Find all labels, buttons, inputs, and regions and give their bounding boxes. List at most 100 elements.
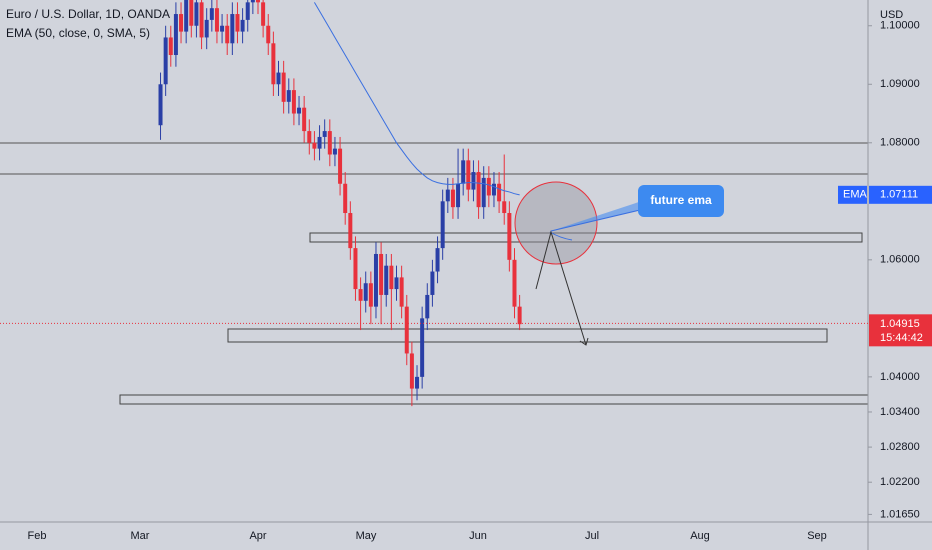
candle-body bbox=[199, 2, 204, 38]
candle-body bbox=[512, 259, 517, 307]
candle-body bbox=[450, 189, 455, 208]
candle-body bbox=[348, 213, 353, 249]
candle-body bbox=[322, 131, 327, 137]
y-tick-label: 1.01650 bbox=[880, 508, 920, 520]
y-tick-label: 1.09000 bbox=[880, 78, 920, 90]
x-tick-label: Apr bbox=[249, 530, 266, 542]
candle-body bbox=[425, 294, 430, 319]
candle-body bbox=[307, 131, 312, 143]
candle-body bbox=[240, 19, 245, 32]
candle-body bbox=[373, 253, 378, 307]
callout bbox=[638, 185, 724, 217]
candle-body bbox=[353, 248, 358, 290]
candle-body bbox=[214, 8, 219, 32]
indicator-legend: EMA (50, close, 0, SMA, 5) bbox=[6, 26, 150, 40]
y-tick-label: 1.06000 bbox=[880, 254, 920, 266]
callout-text: future ema bbox=[650, 193, 712, 207]
x-tick-label: Aug bbox=[690, 530, 710, 542]
candle-body bbox=[363, 283, 368, 301]
annotations: future ema bbox=[514, 181, 724, 346]
candle-body bbox=[168, 37, 173, 56]
arrow bbox=[535, 230, 587, 346]
candle-body bbox=[225, 25, 230, 44]
candle-body bbox=[384, 265, 389, 295]
candle-body bbox=[163, 37, 168, 85]
candle-body bbox=[317, 136, 322, 149]
symbol-title: Euro / U.S. Dollar, 1D, OANDA bbox=[6, 7, 170, 21]
candle-body bbox=[420, 318, 425, 377]
candle-body bbox=[409, 353, 414, 389]
candle-body bbox=[435, 248, 440, 272]
ema-badge-label: EMA bbox=[843, 189, 868, 201]
y-tick-label: 1.08000 bbox=[880, 137, 920, 149]
candle-body bbox=[261, 2, 266, 26]
candle-body bbox=[476, 172, 481, 208]
candle-body bbox=[517, 306, 522, 325]
currency: USD bbox=[880, 9, 903, 21]
candle-body bbox=[445, 189, 450, 202]
candle-body bbox=[271, 43, 276, 85]
candle-body bbox=[368, 283, 373, 307]
plot-area bbox=[0, 0, 868, 407]
zone-rect bbox=[309, 232, 863, 243]
candle-body bbox=[250, 0, 255, 3]
candle-body bbox=[404, 306, 409, 354]
arrowhead bbox=[579, 337, 589, 346]
zone-rect bbox=[227, 328, 828, 343]
candle-body bbox=[502, 201, 507, 214]
candle-body bbox=[209, 8, 214, 20]
candle-body bbox=[466, 160, 471, 190]
candle-body bbox=[291, 90, 296, 114]
candle-body bbox=[343, 183, 348, 214]
candle-body bbox=[158, 84, 163, 126]
candle-body bbox=[184, 0, 189, 32]
candle-body bbox=[471, 172, 476, 190]
candle-body bbox=[481, 177, 486, 208]
candle-body bbox=[266, 25, 271, 44]
candle-body bbox=[297, 107, 302, 114]
y-tick-label: 1.02200 bbox=[880, 476, 920, 488]
candle-body bbox=[497, 183, 502, 202]
x-tick-label: Feb bbox=[28, 530, 47, 542]
candle-body bbox=[255, 0, 260, 3]
candle-body bbox=[189, 0, 194, 26]
last-price-badge bbox=[869, 314, 932, 347]
y-tick-label: 1.02800 bbox=[880, 441, 920, 453]
x-tick-label: May bbox=[356, 530, 377, 542]
candle-body bbox=[440, 201, 445, 249]
candle-body bbox=[312, 142, 317, 149]
last-price-label: 1.04915 bbox=[880, 318, 920, 330]
highlight-circle bbox=[514, 181, 598, 265]
candle-body bbox=[491, 183, 496, 196]
candle-body bbox=[389, 265, 394, 290]
candle-body bbox=[379, 253, 384, 295]
x-tick-label: Sep bbox=[807, 530, 827, 542]
candle-body bbox=[430, 271, 435, 295]
x-tick-label: Jun bbox=[469, 530, 487, 542]
candle-body bbox=[281, 72, 286, 102]
y-tick-label: 1.10000 bbox=[880, 20, 920, 32]
candle-body bbox=[204, 19, 209, 38]
candle-body bbox=[332, 148, 337, 155]
candle-body bbox=[327, 131, 332, 155]
candle-body bbox=[399, 277, 404, 307]
candle-body bbox=[358, 289, 363, 301]
y-tick-label: 1.03400 bbox=[880, 406, 920, 418]
zone-rect bbox=[119, 394, 868, 405]
candle-body bbox=[245, 2, 250, 20]
candle-body bbox=[276, 72, 281, 85]
ema-badge bbox=[838, 185, 867, 204]
candle-body bbox=[302, 107, 307, 132]
candle-body bbox=[194, 2, 199, 26]
ema-value-label: 1.07111 bbox=[880, 189, 918, 201]
candle-body bbox=[415, 376, 420, 389]
candle-body bbox=[456, 183, 461, 208]
candle-body bbox=[286, 90, 291, 102]
candle-body bbox=[220, 25, 225, 32]
x-tick-label: Jul bbox=[585, 530, 599, 542]
ema-value-badge bbox=[869, 185, 932, 204]
countdown: 15:44:42 bbox=[880, 332, 923, 344]
